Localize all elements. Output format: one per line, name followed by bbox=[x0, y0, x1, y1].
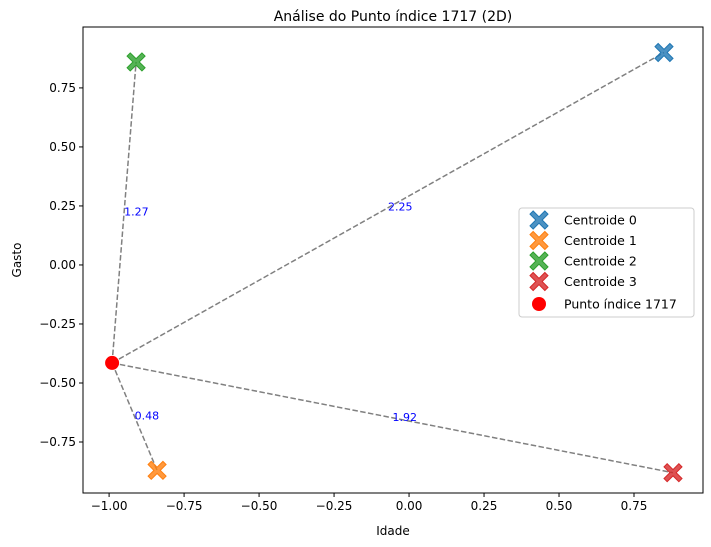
distance-label: 0.48 bbox=[135, 410, 160, 423]
x-tick-label: 0.50 bbox=[546, 499, 573, 513]
distance-line bbox=[111, 362, 674, 474]
distance-line bbox=[111, 51, 665, 364]
x-tick-label: −0.50 bbox=[241, 499, 278, 513]
distance-label: 2.25 bbox=[388, 201, 413, 214]
distance-label: 1.27 bbox=[124, 205, 149, 218]
centroid-marker bbox=[654, 42, 674, 63]
legend-marker bbox=[532, 297, 546, 311]
centroid-marker bbox=[126, 52, 146, 72]
x-tick-label: 0.25 bbox=[471, 499, 498, 513]
legend-marker bbox=[529, 230, 549, 251]
x-tick-label: −0.75 bbox=[166, 499, 203, 513]
legend-label: Punto índice 1717 bbox=[564, 297, 677, 312]
y-tick-label: 0.00 bbox=[49, 258, 76, 272]
distance-line bbox=[111, 61, 137, 363]
y-tick-label: −0.75 bbox=[39, 435, 76, 449]
x-tick-label: 0.00 bbox=[396, 499, 423, 513]
legend-marker bbox=[529, 271, 549, 292]
distance-line bbox=[111, 362, 158, 471]
distance-label: 1.92 bbox=[393, 411, 418, 424]
point-marker bbox=[105, 355, 120, 370]
x-tick-label: −0.25 bbox=[316, 499, 353, 513]
centroid-marker bbox=[663, 462, 683, 483]
plot-frame bbox=[82, 26, 704, 494]
centroid-marker bbox=[147, 460, 167, 481]
legend-label: Centroide 1 bbox=[564, 233, 637, 248]
legend-label: Centroide 2 bbox=[564, 254, 637, 269]
y-axis-label: Gasto bbox=[10, 243, 24, 278]
x-tick-label: −1.00 bbox=[91, 499, 128, 513]
legend: Centroide 0 Centroide 1 Centroide 2 Centroi… bbox=[518, 207, 695, 318]
x-tick-label: 0.75 bbox=[621, 499, 648, 513]
y-tick-label: 0.50 bbox=[49, 140, 76, 154]
legend-label: Centroide 3 bbox=[564, 274, 637, 289]
chart-title: Análise do Punto índice 1717 (2D) bbox=[274, 9, 513, 25]
legend-label: Centroide 0 bbox=[564, 213, 637, 228]
y-tick-label: 0.75 bbox=[49, 81, 76, 95]
y-tick-label: 0.25 bbox=[49, 199, 76, 213]
y-tick-label: −0.50 bbox=[39, 376, 76, 390]
legend-marker bbox=[529, 210, 549, 230]
x-axis-label: Idade bbox=[376, 524, 410, 538]
y-tick-label: −0.25 bbox=[39, 317, 76, 331]
legend-marker bbox=[529, 251, 549, 271]
